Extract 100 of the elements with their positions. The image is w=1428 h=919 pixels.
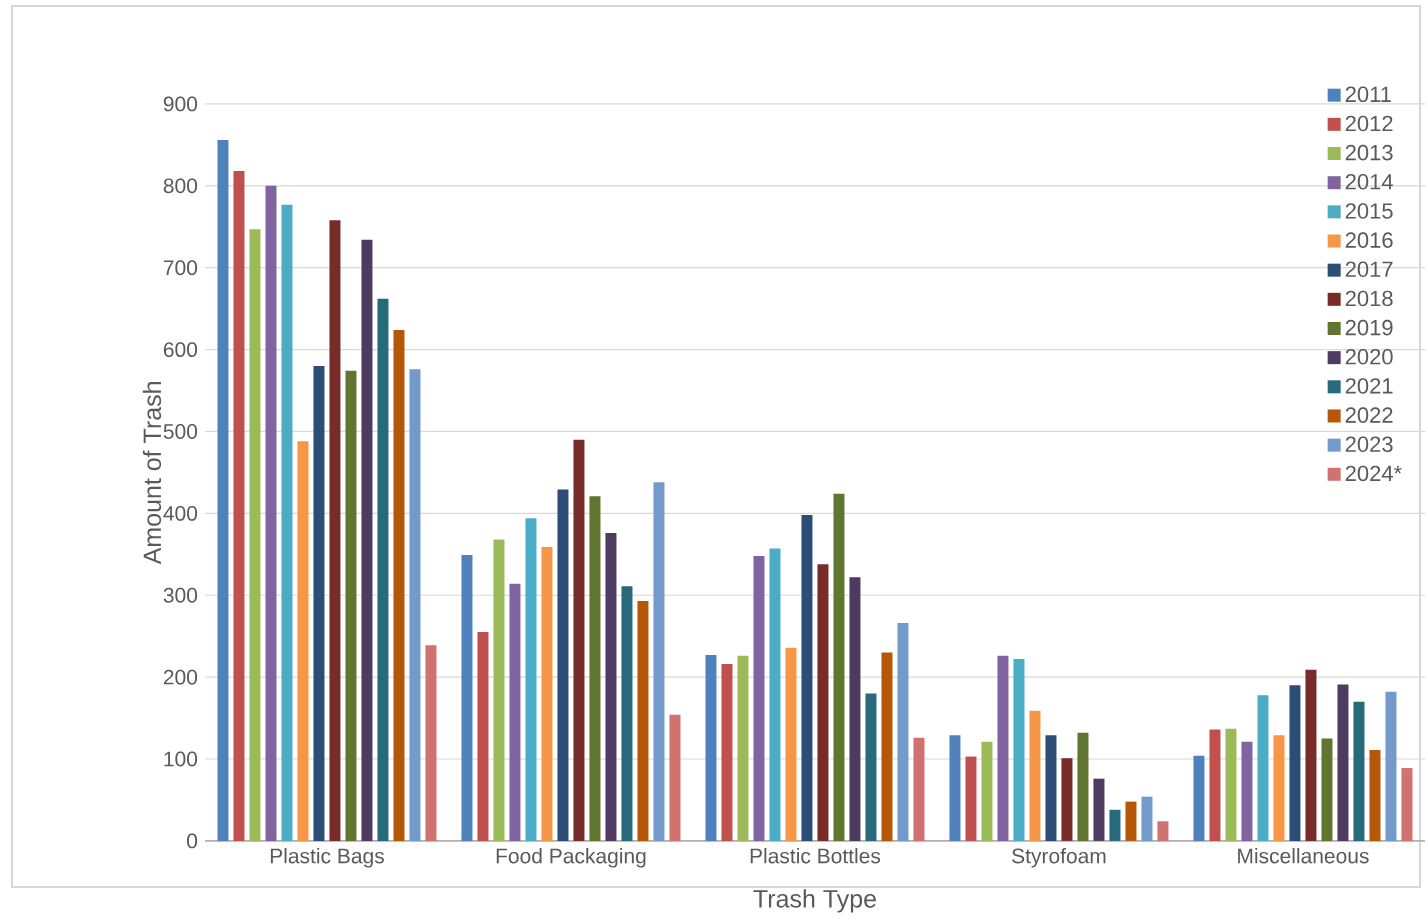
bar	[605, 532, 617, 841]
bar	[865, 693, 877, 841]
legend-label: 2017	[1345, 261, 1393, 277]
bar	[1013, 658, 1025, 841]
bar	[1045, 735, 1057, 841]
bar	[737, 655, 749, 841]
bar	[1193, 755, 1205, 841]
legend-label: 2022	[1345, 407, 1393, 423]
bar	[573, 439, 585, 841]
bar	[477, 631, 489, 841]
bar	[313, 365, 325, 841]
bar	[589, 496, 601, 841]
bar	[1225, 728, 1237, 841]
legend-label: 2024*	[1345, 465, 1402, 482]
bar	[217, 139, 229, 841]
bar	[329, 220, 341, 841]
bar	[1077, 732, 1089, 841]
bar	[705, 654, 717, 841]
bar	[1157, 821, 1169, 841]
bar	[377, 298, 389, 841]
bar	[361, 239, 373, 841]
bar	[1289, 685, 1301, 841]
bar	[1029, 710, 1041, 841]
bar	[1305, 669, 1317, 841]
bar	[493, 539, 505, 841]
bar	[1353, 701, 1365, 841]
x-tick-label: Miscellaneous	[1238, 847, 1369, 864]
y-axis-title: Amount of Trash	[142, 381, 162, 565]
bar	[965, 756, 977, 841]
bar	[461, 554, 473, 841]
bar	[881, 652, 893, 841]
bar	[669, 714, 681, 841]
bar	[1401, 767, 1413, 841]
bar	[769, 548, 781, 841]
legend-label: 2011	[1345, 86, 1391, 102]
legend-label: 2013	[1345, 144, 1393, 161]
bar	[525, 518, 537, 841]
bar	[849, 577, 861, 841]
x-tick-label: Plastic Bottles	[750, 847, 881, 864]
legend-label: 2021	[1345, 378, 1393, 394]
y-tick-label: 100	[164, 751, 198, 767]
bar	[345, 370, 357, 841]
bar	[1125, 801, 1137, 841]
legend-label: 2012	[1345, 115, 1393, 132]
bar	[425, 645, 437, 841]
bar	[1209, 729, 1221, 841]
bar	[621, 586, 633, 841]
bar	[1109, 809, 1121, 841]
bar	[721, 663, 733, 841]
y-tick-label: 700	[163, 260, 198, 276]
bar	[913, 737, 925, 841]
bar	[1141, 796, 1153, 841]
bar	[981, 741, 993, 841]
bar	[557, 489, 569, 841]
bar	[817, 564, 829, 841]
y-tick-label: 900	[163, 96, 198, 112]
bar	[1061, 758, 1073, 841]
bar	[949, 735, 961, 841]
y-tick-label: 600	[163, 342, 198, 357]
legend-label: 2015	[1345, 203, 1393, 219]
bar	[249, 229, 261, 841]
y-tick-label: 500	[163, 423, 198, 439]
bar	[753, 555, 765, 841]
legend-label: 2020	[1345, 348, 1393, 365]
legend-label: 2019	[1345, 319, 1393, 336]
y-tick-label: 800	[163, 178, 198, 194]
bar	[265, 185, 277, 841]
legend-label: 2018	[1345, 290, 1393, 307]
bar	[233, 170, 245, 841]
bar	[1385, 691, 1397, 841]
y-tick-label: 300	[163, 587, 198, 603]
y-tick-label: 0	[187, 833, 198, 849]
y-tick-label: 200	[163, 669, 198, 685]
x-tick-label: Food Packaging	[496, 847, 646, 868]
x-tick-label: Plastic Bags	[270, 847, 384, 868]
legend-label: 2016	[1345, 232, 1393, 248]
bar	[393, 329, 405, 841]
legend-label: 2023	[1345, 436, 1393, 452]
bar	[1093, 778, 1105, 841]
y-tick-label: 400	[163, 505, 198, 521]
x-axis-title: Trash Type	[753, 889, 876, 913]
legend-label: 2014	[1345, 173, 1393, 190]
bar	[833, 493, 845, 841]
bar	[409, 369, 421, 841]
bar	[1321, 738, 1333, 841]
bar	[1273, 735, 1285, 841]
bar	[637, 600, 649, 841]
bar	[653, 482, 665, 841]
bar	[997, 655, 1009, 841]
x-tick-label: Styrofoam	[1012, 847, 1106, 868]
bar	[297, 441, 309, 841]
bar	[897, 622, 909, 841]
bar	[281, 204, 293, 841]
bar	[509, 583, 521, 841]
bar	[1241, 741, 1253, 841]
bar	[1257, 695, 1269, 841]
bar	[541, 546, 553, 841]
bar	[1337, 684, 1349, 841]
bar	[785, 647, 797, 841]
bar	[1369, 749, 1381, 841]
